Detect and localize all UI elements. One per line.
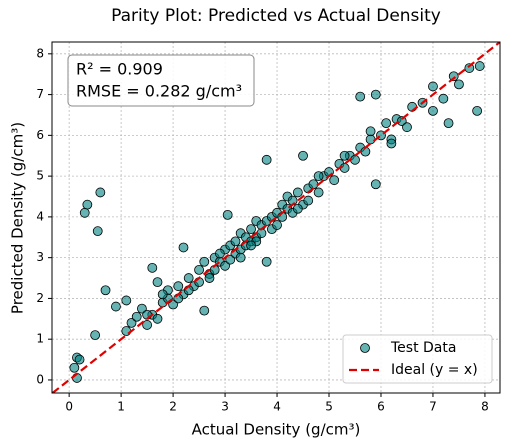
- annotation: R² = 0.909: [76, 60, 163, 79]
- point: [448, 71, 459, 82]
- point: [350, 154, 360, 165]
- point: [303, 195, 314, 206]
- annotation-box: [67, 54, 255, 107]
- point: [121, 295, 132, 306]
- point: [329, 175, 340, 186]
- x-tick-label: 2: [169, 400, 177, 414]
- y-tick-label: 7: [36, 87, 44, 101]
- ideal-line: [52, 42, 500, 393]
- point: [246, 240, 256, 251]
- point: [292, 203, 303, 214]
- point: [92, 226, 103, 237]
- point: [178, 242, 189, 253]
- point: [261, 154, 272, 165]
- y-tick-label: 2: [36, 291, 44, 305]
- point: [131, 311, 142, 322]
- annotation: RMSE = 0.282 g/cm³: [76, 82, 242, 101]
- x-tick-label: 4: [273, 400, 281, 414]
- point: [402, 122, 412, 133]
- point: [147, 262, 158, 273]
- plot-area: [52, 42, 500, 393]
- legend-label: Ideal (y = x): [391, 362, 478, 378]
- point: [298, 150, 308, 161]
- point: [230, 236, 241, 247]
- x-axis-label: Actual Density (g/cm³): [192, 421, 361, 439]
- point: [355, 91, 366, 102]
- point: [199, 256, 210, 267]
- point: [454, 79, 464, 90]
- point: [428, 81, 438, 92]
- point: [100, 285, 111, 296]
- point: [313, 187, 324, 198]
- legend-marker: [360, 343, 370, 353]
- point: [204, 273, 215, 283]
- x-tick-label: 3: [221, 400, 229, 414]
- x-tick-label: 5: [325, 400, 333, 414]
- legend-label: Test Data: [390, 340, 456, 356]
- point: [82, 199, 93, 210]
- y-tick-label: 0: [36, 372, 44, 386]
- y-tick-label: 4: [36, 209, 44, 223]
- point: [313, 171, 324, 182]
- point: [235, 252, 246, 263]
- x-tick-label: 1: [117, 400, 125, 414]
- point: [292, 187, 303, 198]
- point: [199, 305, 210, 316]
- point: [74, 354, 85, 365]
- point: [183, 273, 194, 283]
- point: [464, 63, 475, 73]
- point: [472, 105, 483, 116]
- plot-frame: [51, 41, 501, 394]
- y-axis-label: Predicted Density (g/cm³): [9, 122, 27, 314]
- x-tick-label: 0: [65, 400, 73, 414]
- point: [194, 264, 204, 275]
- point: [246, 224, 256, 235]
- y-tick-label: 6: [36, 128, 44, 142]
- point: [152, 277, 163, 288]
- point: [474, 61, 485, 71]
- point: [386, 138, 397, 149]
- legend-box: [342, 334, 493, 384]
- point: [111, 301, 121, 312]
- point: [90, 330, 101, 341]
- point: [69, 362, 80, 373]
- x-tick-label: 6: [377, 400, 385, 414]
- y-tick-label: 5: [36, 169, 44, 183]
- point: [381, 118, 392, 129]
- point: [79, 207, 90, 218]
- point: [173, 281, 184, 292]
- point: [339, 163, 350, 173]
- point: [370, 89, 381, 100]
- point: [272, 220, 282, 230]
- y-tick-label: 8: [36, 46, 44, 60]
- point: [261, 256, 272, 267]
- point: [152, 313, 163, 324]
- point: [214, 248, 225, 259]
- point: [365, 134, 376, 145]
- point: [142, 320, 153, 330]
- point: [121, 326, 132, 336]
- point: [308, 179, 319, 190]
- x-tick-label: 7: [429, 400, 437, 414]
- point: [443, 118, 454, 129]
- point: [365, 126, 376, 137]
- point: [339, 150, 350, 161]
- point: [370, 179, 381, 190]
- y-tick-label: 1: [36, 332, 44, 346]
- point: [157, 289, 168, 300]
- chart-title: Parity Plot: Predicted vs Actual Density: [111, 6, 441, 26]
- x-tick-label: 8: [481, 400, 489, 414]
- point: [95, 187, 106, 198]
- point: [438, 93, 449, 104]
- y-tick-label: 3: [36, 250, 44, 264]
- point: [428, 105, 438, 116]
- point: [222, 209, 233, 220]
